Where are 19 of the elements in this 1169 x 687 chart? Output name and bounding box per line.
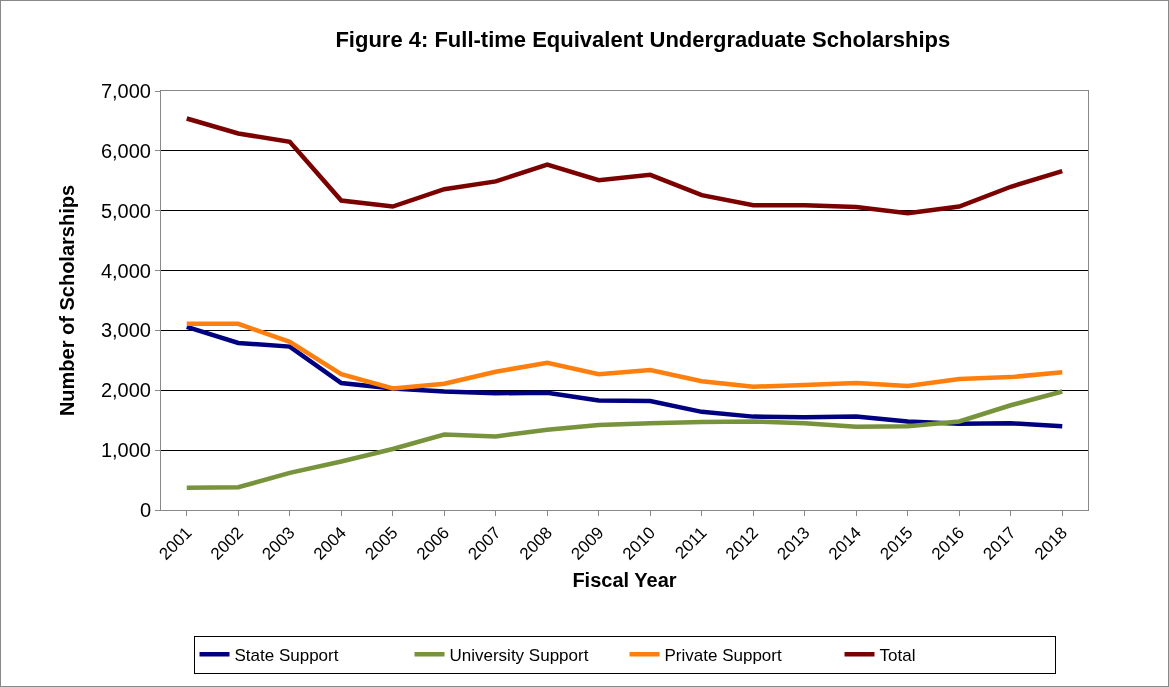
line-series bbox=[184, 324, 1065, 429]
y-tick-label: 7,000 bbox=[100, 80, 151, 102]
y-tick-label: 6,000 bbox=[100, 139, 151, 162]
y-tick-label: 5,000 bbox=[100, 199, 151, 222]
y-tick-label: 0 bbox=[139, 499, 151, 521]
line-series bbox=[184, 389, 1065, 491]
chart-title: Figure 4: Full-time Equivalent Undergraduate Scholarships bbox=[335, 27, 951, 53]
legend-label: Total bbox=[879, 645, 916, 665]
x-axis-title: Fiscal Year bbox=[572, 568, 677, 591]
legend-label: Private Support bbox=[664, 645, 782, 665]
y-tick-label: 3,000 bbox=[100, 319, 151, 342]
line-series bbox=[184, 321, 1065, 391]
legend-label: University Support bbox=[449, 645, 589, 665]
line-series bbox=[184, 116, 1065, 216]
y-axis-title: Number of Scholarships bbox=[56, 184, 79, 417]
y-tick-label: 2,000 bbox=[100, 379, 151, 402]
y-tick-label: 1,000 bbox=[100, 439, 151, 462]
y-tick-label: 4,000 bbox=[100, 259, 151, 282]
legend-label: State Support bbox=[234, 645, 339, 665]
